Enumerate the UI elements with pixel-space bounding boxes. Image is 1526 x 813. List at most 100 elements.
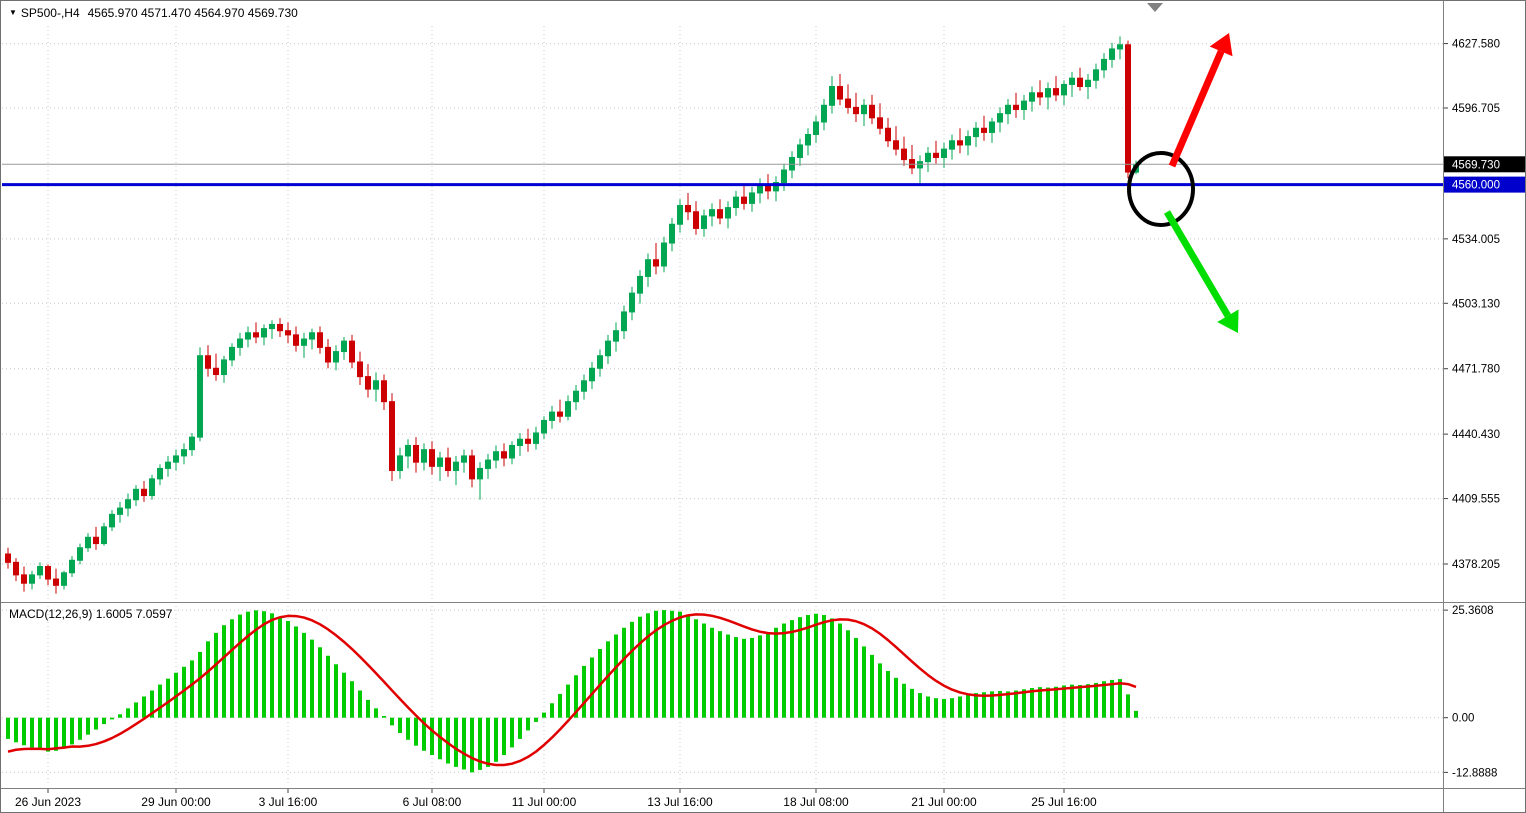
candle-body: [621, 311, 627, 332]
time-axis-label: 13 Jul 16:00: [647, 795, 713, 809]
price-axis-label: 4440.430: [1452, 429, 1500, 441]
candle-body: [861, 104, 867, 115]
chart-shift-marker-icon[interactable]: [1147, 3, 1163, 12]
macd-histogram-bar: [1038, 687, 1042, 718]
candle-body: [213, 367, 219, 376]
price-axis-label: 4503.130: [1452, 298, 1500, 310]
macd-histogram-bar: [566, 684, 570, 718]
price-axis-label: 4378.205: [1452, 559, 1500, 571]
macd-histogram-bar: [622, 627, 626, 718]
macd-histogram-bar: [766, 632, 770, 718]
macd-histogram-bar: [214, 632, 218, 718]
candle-body: [165, 461, 171, 469]
candle-body: [389, 401, 395, 472]
candle-body: [661, 242, 667, 267]
macd-histogram-bar: [942, 699, 946, 718]
macd-histogram-bar: [846, 630, 850, 718]
macd-histogram-bar: [38, 717, 42, 750]
down-arrow-annotation[interactable]: [1163, 210, 1231, 318]
macd-histogram-bar: [726, 634, 730, 718]
candle-body: [269, 323, 275, 330]
candle-body: [821, 104, 827, 123]
time-axis-label: 6 Jul 08:00: [403, 795, 462, 809]
time-axis-area[interactable]: [0, 789, 1526, 813]
macd-histogram-bar: [742, 638, 746, 718]
macd-histogram-bar: [398, 717, 402, 733]
candle-body: [197, 355, 203, 438]
candle-body: [421, 449, 427, 463]
macd-histogram-bar: [998, 690, 1002, 718]
candle-body: [693, 211, 699, 229]
macd-histogram-bar: [158, 684, 162, 718]
candle-body: [925, 152, 931, 163]
candle-body: [1053, 88, 1059, 96]
up-arrow-annotation-head[interactable]: [1209, 33, 1233, 57]
candle-body: [61, 572, 67, 586]
macd-histogram-bar: [62, 717, 66, 749]
macd-histogram-bar: [1086, 684, 1090, 718]
macd-histogram-bar: [1046, 687, 1050, 718]
macd-histogram-bar: [182, 666, 186, 718]
macd-histogram-bar: [374, 708, 378, 718]
time-axis-label: 21 Jul 00:00: [911, 795, 977, 809]
macd-histogram-bar: [502, 717, 506, 756]
macd-histogram-bar: [1094, 682, 1098, 718]
candle-body: [957, 140, 963, 146]
candle-body: [117, 507, 123, 515]
candle-body: [597, 355, 603, 369]
candle-body: [581, 380, 587, 392]
macd-histogram-bar: [142, 696, 146, 718]
macd-histogram-bar: [894, 677, 898, 718]
macd-histogram-bar: [910, 688, 914, 718]
time-axis-label: 18 Jul 08:00: [783, 795, 849, 809]
candle-body: [125, 499, 131, 509]
macd-histogram-bar: [262, 611, 266, 718]
macd-histogram-bar: [422, 717, 426, 751]
symbol-marker-icon: ▼: [9, 8, 17, 17]
macd-histogram-bar: [366, 699, 370, 718]
macd-histogram-bar: [974, 693, 978, 718]
macd-histogram-bar: [406, 717, 410, 740]
candle-body: [677, 204, 683, 225]
candle-body: [557, 411, 563, 417]
macd-histogram-bar: [46, 717, 50, 752]
macd-signal-line: [7, 613, 1137, 767]
candle-body: [469, 455, 475, 480]
candle-body: [837, 86, 843, 100]
candle-body: [653, 259, 659, 267]
candle-body: [1021, 100, 1027, 110]
macd-histogram-bar: [382, 716, 386, 718]
candle-body: [1061, 83, 1067, 96]
candle-body: [997, 113, 1003, 123]
candle-body: [709, 209, 715, 217]
candle-body: [157, 467, 163, 480]
price-axis-label: 4409.555: [1452, 494, 1500, 506]
macd-histogram-bar: [710, 627, 714, 718]
macd-histogram-bar: [654, 610, 658, 718]
candle-body: [373, 380, 379, 390]
macd-histogram-bar: [6, 717, 10, 739]
candle-body: [37, 566, 43, 576]
macd-histogram-bar: [1118, 679, 1122, 718]
candle-body: [933, 152, 939, 158]
macd-histogram-bar: [934, 698, 938, 718]
candle-body: [381, 380, 387, 403]
macd-histogram-bar: [342, 672, 346, 718]
macd-indicator-label: MACD(12,26,9) 1.6005 7.0597: [9, 607, 173, 621]
candle-body: [93, 536, 99, 545]
price-axis-label: 4627.580: [1452, 39, 1500, 51]
candle-body: [221, 359, 227, 376]
macd-histogram-bar: [246, 611, 250, 718]
down-arrow-annotation-head[interactable]: [1217, 309, 1239, 333]
macd-histogram-bar: [678, 611, 682, 718]
macd-histogram-bar: [574, 675, 578, 718]
circle-annotation[interactable]: [1127, 151, 1195, 227]
price-axis-area[interactable]: [1444, 0, 1526, 813]
candle-body: [365, 376, 371, 390]
candle-body: [293, 334, 299, 346]
candle-body: [141, 488, 147, 497]
macd-histogram-bar: [14, 717, 18, 743]
up-arrow-annotation[interactable]: [1168, 50, 1225, 168]
